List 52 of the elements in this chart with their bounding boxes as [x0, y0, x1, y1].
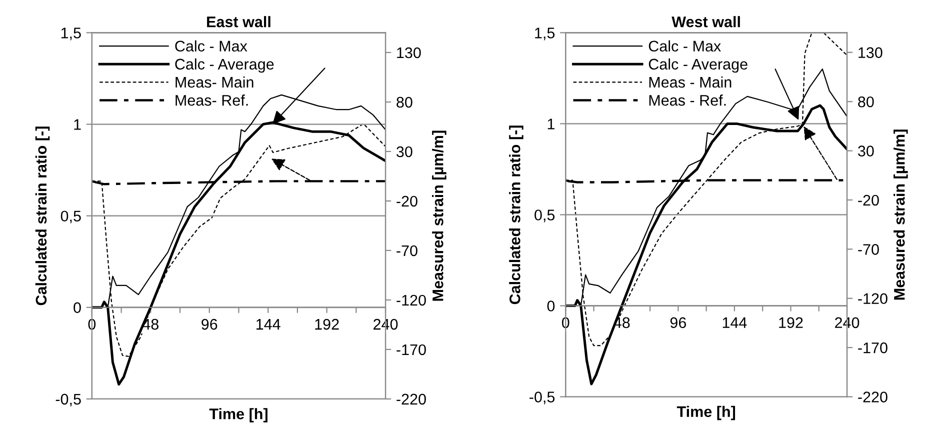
- y2-tick-label: -20: [858, 194, 879, 206]
- y-axis-title: Calculated strain ratio [-]: [35, 126, 50, 306]
- chart-title: West wall: [672, 16, 740, 28]
- y-tick-label: -0,5: [530, 392, 555, 404]
- y-tick-label: 1,5: [535, 28, 555, 40]
- y2-tick-label: -70: [858, 244, 879, 255]
- y2-tick-label: 30: [396, 146, 412, 158]
- x-axis-title: Time [h]: [209, 408, 268, 422]
- y-tick-label: 1: [74, 119, 81, 130]
- y2-tick-label: 30: [858, 146, 874, 156]
- x-tick-label: 0: [562, 317, 570, 328]
- legend-label: Calc - Average: [175, 58, 274, 73]
- y-tick-label: 1: [548, 118, 554, 130]
- y-axis-title: Calculated strain ratio [-]: [509, 126, 524, 304]
- x-axis-title: Time [h]: [676, 406, 736, 420]
- y2-tick-label: -220: [396, 394, 426, 405]
- x-tick-label: 192: [779, 317, 803, 328]
- y-tick-label: 0,5: [534, 210, 555, 222]
- y2-tick-label: 130: [858, 47, 882, 58]
- x-tick-label: 144: [256, 319, 280, 330]
- y-tick-label: -0,5: [56, 394, 81, 406]
- legend-label: Calc - Average: [648, 58, 748, 73]
- y-tick-label: 1,5: [61, 28, 81, 40]
- y2-tick-label: -170: [858, 342, 888, 354]
- y2-axis-title: Measured strain [µm/m]: [894, 130, 908, 300]
- legend-label: Meas- Main: [176, 76, 254, 88]
- legend-label: Calc - Max: [648, 40, 721, 52]
- legend-label: Meas - Main: [649, 76, 732, 88]
- legend-label: Calc - Max: [175, 40, 248, 52]
- legend-label: Meas - Ref.: [649, 94, 726, 106]
- y2-tick-label: -70: [396, 245, 418, 256]
- y2-tick-label: -120: [858, 293, 888, 304]
- x-tick-label: 96: [670, 317, 686, 328]
- y2-tick-label: 130: [397, 47, 421, 58]
- x-tick-label: 192: [315, 318, 339, 330]
- x-tick-label: 144: [722, 317, 747, 328]
- y2-tick-label: -170: [396, 344, 426, 356]
- y2-tick-label: 80: [858, 96, 874, 108]
- legend-label: Meas- Ref.: [176, 94, 248, 106]
- y2-axis-title: Measured strain [µm/m]: [432, 130, 446, 301]
- y2-tick-label: -20: [396, 196, 418, 207]
- y2-tick-label: -120: [396, 294, 426, 306]
- y2-tick-label: -220: [858, 392, 888, 402]
- x-tick-label: 240: [374, 318, 398, 330]
- x-tick-label: 0: [88, 318, 96, 330]
- x-tick-label: 240: [835, 317, 860, 328]
- y-tick-label: 0: [547, 300, 555, 312]
- y-tick-label: 0,5: [60, 210, 81, 224]
- y2-tick-label: 80: [396, 96, 412, 108]
- y-tick-label: 0: [74, 302, 81, 314]
- x-tick-label: 96: [202, 318, 218, 330]
- chart-title: East wall: [207, 16, 270, 28]
